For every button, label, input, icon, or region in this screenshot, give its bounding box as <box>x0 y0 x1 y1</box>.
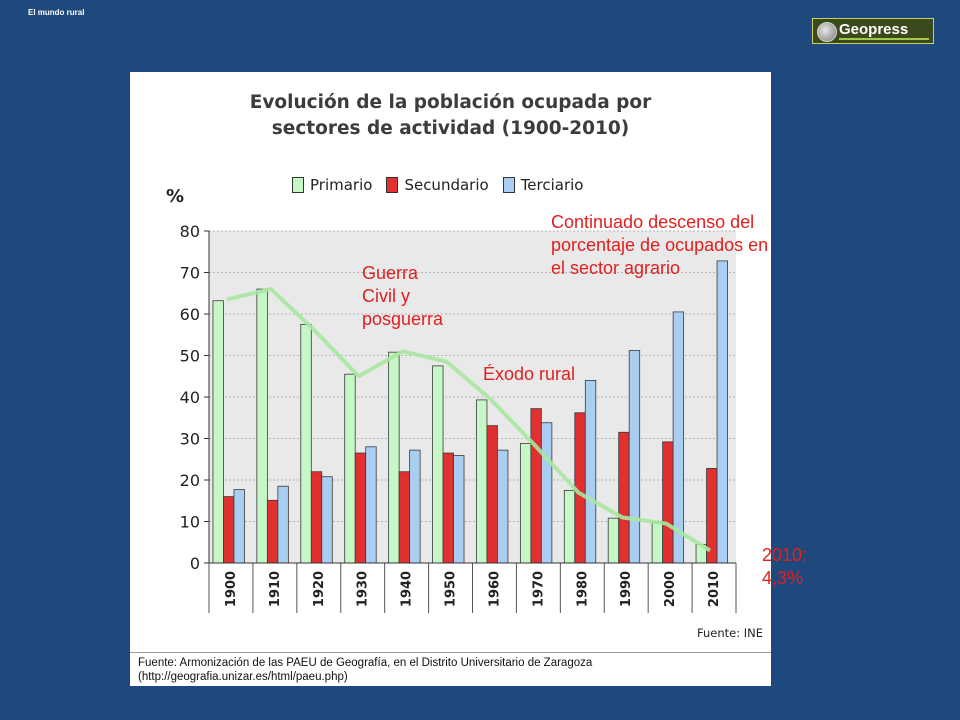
y-tick-label-10: 10 <box>180 513 200 532</box>
bar-terciario-1920 <box>321 476 333 564</box>
logo-underline <box>839 38 929 40</box>
chart-title-line2: sectores de actividad (1900-2010) <box>271 118 630 139</box>
annotation-guerra-line3: posguerra <box>362 309 444 329</box>
chart-title-line1: Evolución de la población ocupada por <box>249 92 652 113</box>
y-tick-label-20: 20 <box>180 471 200 490</box>
bar-primario-1930 <box>344 373 356 564</box>
annotation-guerra-line2: Civil y <box>362 286 410 306</box>
bar-primario-1920 <box>300 323 312 564</box>
annotation-2010-line2: 4,3% <box>762 568 804 588</box>
annotation-exodo: Éxodo rural <box>483 364 576 384</box>
bar-secundario-1910 <box>266 499 279 564</box>
chart-card: Evolución de la población ocupada por se… <box>130 72 771 686</box>
legend-item-secundario: Secundario <box>386 176 489 194</box>
x-tick-label-1970: 1970 <box>531 571 546 607</box>
bar-terciario-1980 <box>584 379 597 564</box>
legend-swatch-secundario <box>386 177 399 193</box>
y-tick-label-30: 30 <box>180 430 200 449</box>
bar-terciario-1970 <box>540 422 553 564</box>
annotation-guerra: Guerra Civil y posguerra <box>362 262 443 331</box>
x-tick-label-2000: 2000 <box>663 571 678 607</box>
bar-primario-1940 <box>388 351 400 564</box>
x-tick-label-1950: 1950 <box>444 571 459 607</box>
bar-terciario-1950 <box>453 455 465 564</box>
legend-label-secundario: Secundario <box>404 176 489 194</box>
bar-terciario-2010 <box>716 260 728 564</box>
bar-secundario-1900 <box>223 496 235 564</box>
x-tick-label-1920: 1920 <box>312 571 327 607</box>
y-tick-label-40: 40 <box>180 388 200 407</box>
bar-terciario-1990 <box>628 350 641 564</box>
bar-primario-1990 <box>607 517 620 564</box>
plot-background <box>209 231 736 563</box>
bar-secundario-1960 <box>486 425 498 564</box>
chart-source: Fuente: INE <box>696 626 763 640</box>
x-tick-label-1960: 1960 <box>487 571 502 607</box>
bar-chart-plot: 0 10 20 30 40 50 60 70 80 1900 1910 1920 1930 1940 195… <box>180 222 737 613</box>
legend-label-terciario: Terciario <box>520 176 584 194</box>
annotation-descenso-line3: el sector agrario <box>551 258 681 278</box>
y-tick-label-0: 0 <box>190 554 200 573</box>
bar-secundario-1970 <box>530 408 542 564</box>
bar-primario-1980 <box>563 489 576 564</box>
y-tick-label-60: 60 <box>180 305 200 324</box>
bar-secundario-1920 <box>310 471 323 564</box>
x-tick-label-1930: 1930 <box>356 571 371 607</box>
geopress-logo: Geopress <box>812 18 934 44</box>
legend-label-primario: Primario <box>310 176 373 194</box>
x-tick-label-1910: 1910 <box>268 571 283 607</box>
bar-primario-2000 <box>651 521 664 564</box>
annotation-2010: 2010: 4,3% <box>762 544 807 590</box>
chart-title: Evolución de la población ocupada por se… <box>130 90 771 142</box>
bar-secundario-1940 <box>398 471 411 564</box>
legend-item-primario: Primario <box>292 176 372 194</box>
bar-secundario-1990 <box>618 431 630 564</box>
caption-line2: (http://geografia.unizar.es/html/paeu.ph… <box>138 671 348 683</box>
bar-primario-1900 <box>212 300 224 564</box>
x-tick-label-2010: 2010 <box>707 571 722 607</box>
bar-primario-1910 <box>256 288 268 564</box>
bar-secundario-2000 <box>662 441 674 564</box>
x-tick-label-1940: 1940 <box>400 571 415 607</box>
legend-item-terciario: Terciario <box>502 176 584 194</box>
bar-terciario-1960 <box>497 449 509 564</box>
bar-secundario-1950 <box>442 452 454 564</box>
annotation-guerra-line1: Guerra <box>362 263 419 283</box>
bar-terciario-1900 <box>233 489 245 564</box>
slide-header: El mundo rural <box>28 8 85 17</box>
bar-terciario-1930 <box>365 446 377 564</box>
bar-primario-1970 <box>519 443 532 564</box>
annotation-descenso: Continuado descenso del porcentaje de oc… <box>551 211 768 280</box>
annotation-2010-line1: 2010: <box>762 545 808 565</box>
caption: Fuente: Armonización de las PAEU de Geog… <box>138 656 768 684</box>
globe-icon <box>817 22 837 42</box>
bar-terciario-1940 <box>409 449 421 564</box>
trend-line-primario <box>226 287 712 553</box>
x-tick-label-1900: 1900 <box>224 571 239 607</box>
annotation-descenso-line1: Continuado descenso del <box>551 212 755 232</box>
x-tick-label-1990: 1990 <box>619 571 634 607</box>
bar-terciario-2000 <box>672 311 685 564</box>
bar-terciario-1910 <box>277 485 289 564</box>
legend-swatch-primario <box>292 177 304 193</box>
caption-line1: Fuente: Armonización de las PAEU de Geog… <box>138 657 593 669</box>
x-tick-label-1980: 1980 <box>575 571 590 607</box>
logo-text: Geopress <box>839 21 909 38</box>
bar-primario-1960 <box>476 399 488 564</box>
legend-swatch-terciario <box>502 177 515 193</box>
y-tick-label-80: 80 <box>180 222 200 241</box>
y-axis-unit: % <box>166 186 185 207</box>
chart-legend: Primario Secundario Terciario <box>292 176 584 194</box>
y-tick-label-50: 50 <box>180 347 200 366</box>
bar-primario-1950 <box>432 365 444 564</box>
caption-divider <box>130 652 771 653</box>
y-tick-label-70: 70 <box>180 264 200 283</box>
bar-secundario-1930 <box>354 452 367 564</box>
annotation-descenso-line2: porcentaje de ocupados en <box>551 235 769 255</box>
